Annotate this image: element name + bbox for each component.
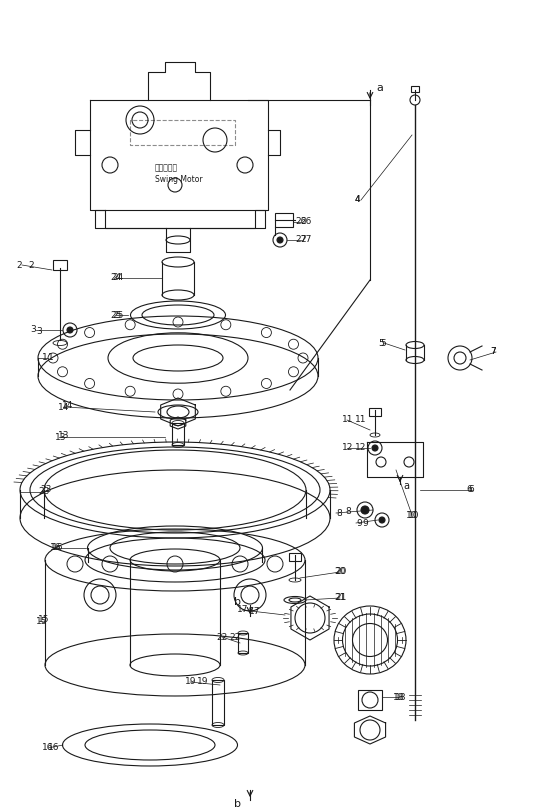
- Text: 16: 16: [48, 743, 60, 752]
- Text: 16: 16: [42, 743, 54, 752]
- Text: 12: 12: [342, 444, 353, 452]
- Text: 19: 19: [197, 677, 209, 687]
- Text: b: b: [234, 597, 241, 607]
- Text: 2: 2: [28, 260, 34, 270]
- Text: 10: 10: [406, 511, 417, 520]
- Text: 9: 9: [362, 519, 368, 528]
- Text: 26: 26: [295, 217, 306, 226]
- Text: 20: 20: [335, 567, 346, 576]
- Text: 16: 16: [50, 544, 61, 553]
- Text: 11: 11: [342, 415, 353, 424]
- Text: 8: 8: [336, 508, 342, 517]
- Text: 15: 15: [38, 616, 50, 625]
- Circle shape: [361, 506, 369, 514]
- Text: 5: 5: [380, 339, 386, 347]
- Text: 7: 7: [490, 347, 496, 356]
- Text: 4: 4: [355, 196, 360, 204]
- Text: 3: 3: [36, 327, 42, 336]
- Circle shape: [372, 445, 378, 451]
- Text: 17: 17: [236, 605, 248, 615]
- Text: 8: 8: [345, 507, 351, 516]
- Text: 15: 15: [36, 617, 47, 626]
- Circle shape: [67, 327, 73, 333]
- Text: b: b: [234, 799, 241, 808]
- Text: 24: 24: [112, 273, 123, 283]
- Text: 5: 5: [378, 339, 384, 347]
- Text: 7: 7: [490, 347, 496, 356]
- Text: 9: 9: [356, 519, 362, 528]
- Bar: [369, 408, 381, 416]
- Text: 1: 1: [48, 354, 54, 363]
- Text: 18: 18: [393, 692, 405, 701]
- Text: 14: 14: [62, 401, 73, 410]
- Text: 13: 13: [58, 431, 70, 440]
- Circle shape: [379, 517, 385, 523]
- Text: 23: 23: [40, 486, 51, 494]
- Bar: [275, 213, 293, 227]
- Text: 20: 20: [334, 567, 346, 576]
- Text: 24: 24: [110, 273, 121, 283]
- Text: 27: 27: [300, 235, 311, 245]
- Text: a: a: [376, 83, 383, 93]
- Bar: [238, 633, 248, 653]
- Text: 11: 11: [355, 415, 367, 424]
- Text: 旋回モータ: 旋回モータ: [155, 163, 178, 172]
- Text: 13: 13: [55, 432, 66, 441]
- Bar: [212, 680, 224, 725]
- Text: 23: 23: [38, 487, 49, 496]
- Bar: [358, 690, 382, 710]
- Bar: [289, 553, 301, 561]
- Text: 6: 6: [468, 486, 474, 494]
- Text: Swing Motor: Swing Motor: [155, 175, 203, 184]
- Circle shape: [277, 237, 283, 243]
- Bar: [172, 423, 184, 445]
- Text: 22: 22: [217, 633, 228, 642]
- Text: 12: 12: [355, 443, 367, 452]
- Text: 21: 21: [334, 594, 346, 603]
- Text: 14: 14: [58, 402, 70, 411]
- Text: 1: 1: [42, 354, 48, 363]
- Text: a: a: [403, 481, 409, 491]
- Text: 25: 25: [110, 310, 121, 319]
- Text: 3: 3: [30, 326, 36, 335]
- Text: 26: 26: [300, 217, 311, 226]
- Text: 4: 4: [355, 196, 360, 204]
- Bar: [411, 86, 419, 92]
- Text: 22: 22: [229, 633, 240, 642]
- Text: 6: 6: [466, 486, 472, 494]
- Text: 18: 18: [395, 692, 406, 701]
- Text: 21: 21: [335, 594, 346, 603]
- Text: 2: 2: [16, 260, 22, 270]
- Text: 27: 27: [295, 235, 306, 245]
- Text: 19: 19: [184, 677, 196, 687]
- Text: 16: 16: [52, 544, 63, 553]
- Text: 25: 25: [112, 310, 124, 319]
- Text: 17: 17: [249, 607, 261, 616]
- Bar: [53, 260, 67, 270]
- Text: 10: 10: [408, 511, 420, 520]
